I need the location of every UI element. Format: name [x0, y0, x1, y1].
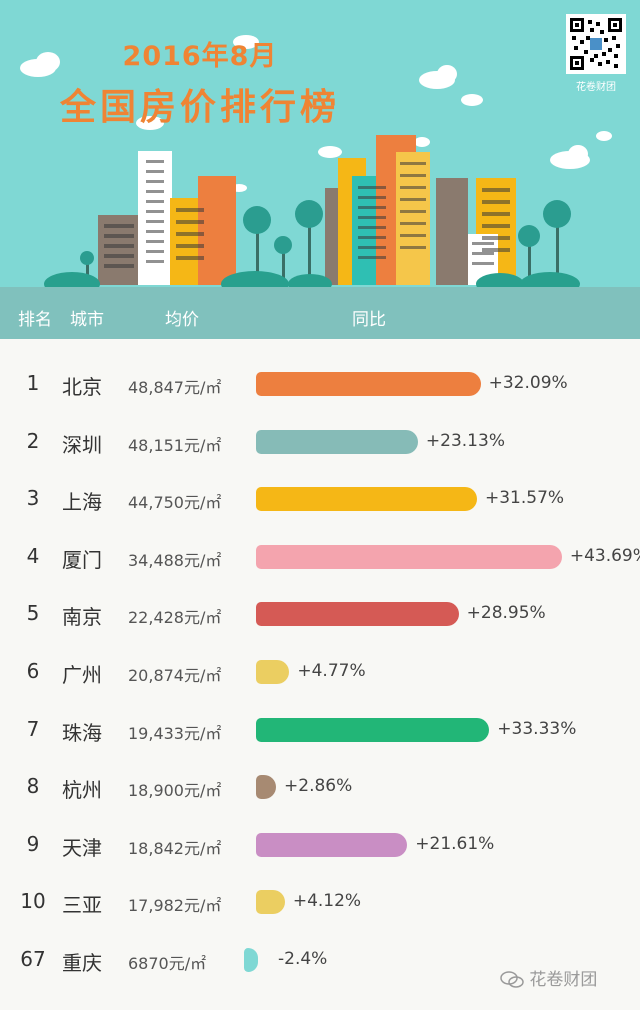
rank-number: 67: [20, 947, 46, 971]
yoy-label: +2.86%: [284, 776, 353, 797]
rank-number: 10: [20, 889, 46, 914]
wechat-icon: [500, 971, 524, 988]
yoy-label: +31.57%: [484, 488, 565, 509]
report-date-title: 2016年8月: [122, 41, 278, 72]
average-price: 44,750元/㎡: [128, 493, 222, 513]
yoy-label: -2.4%: [278, 949, 328, 969]
yoy-bar: [256, 890, 285, 915]
average-price: 17,982元/㎡: [128, 896, 222, 916]
city-skyline-illustration: [20, 35, 612, 287]
yoy-bar: [256, 372, 481, 396]
city-name: 杭州: [62, 778, 102, 803]
yoy-label: +32.09%: [488, 373, 568, 393]
column-header-price: 均价: [165, 310, 199, 330]
yoy-bar: [256, 487, 477, 512]
ground-bushes: [44, 271, 580, 287]
header-banner: 2016年8月 全国房价排行榜 花卷财团: [0, 0, 640, 287]
average-price: 20,874元/㎡: [128, 666, 222, 685]
city-name: 重庆: [62, 951, 102, 975]
report-main-title: 全国房价排行榜: [59, 87, 340, 128]
yoy-bar: [256, 544, 562, 569]
yoy-bar: [256, 602, 459, 627]
city-name: 北京: [62, 375, 102, 399]
qr-code: [566, 14, 626, 74]
yoy-label: +21.61%: [415, 833, 495, 854]
yoy-label: +28.95%: [466, 603, 546, 624]
average-price: 34,488元/㎡: [128, 550, 222, 570]
rank-number: 1: [26, 371, 40, 395]
yoy-bar: [256, 717, 490, 742]
city-name: 厦门: [62, 547, 102, 572]
average-price: 48,151元/㎡: [128, 435, 222, 455]
trees: [80, 200, 571, 282]
average-price: 19,433元/㎡: [128, 723, 222, 743]
rank-number: 3: [26, 486, 40, 511]
rank-number: 4: [26, 543, 40, 568]
city-name: 深圳: [62, 432, 102, 457]
average-price: 22,428元/㎡: [128, 608, 222, 628]
yoy-label: +4.12%: [292, 891, 362, 912]
column-header-city: 城市: [70, 310, 104, 330]
yoy-bar: [244, 948, 258, 972]
yoy-bar: [256, 429, 418, 454]
rank-number: 8: [26, 774, 40, 799]
city-name: 南京: [62, 605, 102, 630]
city-name: 三亚: [62, 893, 102, 918]
rank-number: 7: [26, 716, 40, 741]
rank-number: 9: [26, 831, 40, 856]
clouds: [20, 35, 612, 192]
yoy-bar: [256, 832, 408, 857]
footer-brand-text: 花卷财团: [529, 970, 598, 990]
average-price: 18,900元/㎡: [128, 781, 222, 801]
column-header-bar: 排名 城市 均价 同比: [0, 287, 640, 339]
yoy-label: +23.13%: [425, 430, 505, 451]
average-price: 48,847元/㎡: [128, 378, 222, 397]
rank-number: 2: [26, 428, 40, 453]
city-name: 珠海: [62, 720, 102, 745]
city-name: 天津: [62, 835, 102, 860]
average-price: 6870元/㎡: [128, 954, 207, 973]
footer-brand: 花卷财团: [500, 965, 635, 990]
column-header-yoy: 同比: [352, 310, 386, 330]
yoy-bar: [256, 660, 290, 684]
rank-number: 5: [26, 601, 40, 626]
yoy-bar: [256, 775, 277, 800]
qr-caption: 花卷财团: [576, 82, 616, 93]
yoy-label: +4.77%: [297, 661, 366, 681]
column-header-rank: 排名: [18, 310, 52, 330]
yoy-label: +43.69%: [569, 545, 640, 566]
city-name: 上海: [62, 490, 102, 515]
yoy-label: +33.33%: [497, 718, 577, 739]
rank-number: 6: [26, 659, 40, 683]
average-price: 18,842元/㎡: [128, 838, 222, 858]
building-windows: [104, 160, 510, 268]
city-name: 广州: [62, 663, 102, 687]
